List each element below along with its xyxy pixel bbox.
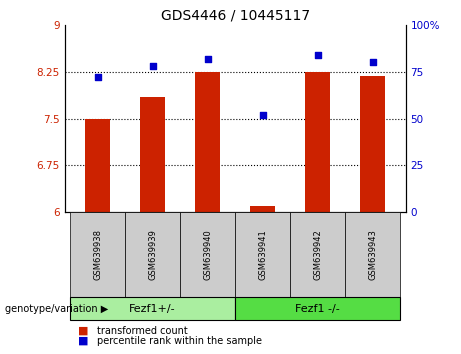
Bar <box>85 119 110 212</box>
Point <box>314 52 321 58</box>
Text: GSM639938: GSM639938 <box>93 229 102 280</box>
Text: GSM639942: GSM639942 <box>313 229 322 280</box>
Bar <box>195 72 220 212</box>
Text: GSM639943: GSM639943 <box>368 229 377 280</box>
Bar <box>305 72 330 212</box>
Point <box>369 59 376 65</box>
Text: GSM639939: GSM639939 <box>148 229 157 280</box>
Text: Fezf1 -/-: Fezf1 -/- <box>295 304 340 314</box>
Title: GDS4446 / 10445117: GDS4446 / 10445117 <box>160 8 310 22</box>
Bar <box>361 76 385 212</box>
Text: percentile rank within the sample: percentile rank within the sample <box>97 336 262 346</box>
Text: ■: ■ <box>78 336 89 346</box>
Text: GSM639940: GSM639940 <box>203 229 212 280</box>
Point <box>259 112 266 118</box>
Text: Fezf1+/-: Fezf1+/- <box>129 304 176 314</box>
Text: transformed count: transformed count <box>97 326 188 336</box>
Text: genotype/variation ▶: genotype/variation ▶ <box>5 304 108 314</box>
Point <box>149 63 156 69</box>
Text: ■: ■ <box>78 326 89 336</box>
Point <box>204 56 211 61</box>
Text: GSM639941: GSM639941 <box>258 229 267 280</box>
Bar <box>250 206 275 212</box>
Bar <box>140 97 165 212</box>
Point <box>94 74 101 80</box>
